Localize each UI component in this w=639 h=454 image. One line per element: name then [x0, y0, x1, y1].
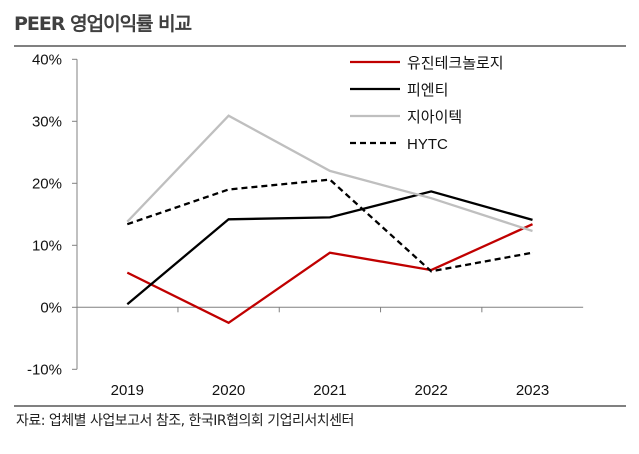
series-line-4: [126, 178, 533, 273]
y-tick-label: 40%: [32, 51, 62, 68]
series-line-3: [126, 114, 533, 233]
legend-label: HYTC: [407, 136, 448, 153]
source-note: 자료: 업체별 사업보고서 참조, 한국IR협의회 기업리서치센터: [16, 413, 354, 429]
legend-label: 유진테크놀로지: [407, 55, 504, 72]
legend-label: 지아이텍: [407, 109, 462, 126]
y-tick-label: 10%: [32, 237, 62, 254]
y-tick-label: -10%: [27, 361, 62, 378]
series-line-1: [126, 223, 533, 325]
x-tick-label: 2023: [516, 382, 549, 399]
x-tick-label: 2020: [212, 382, 245, 399]
top-rule: [14, 45, 626, 47]
y-tick-label: 30%: [32, 113, 62, 130]
bottom-rule: [14, 405, 626, 407]
chart-title: PEER 영업이익률 비교: [14, 13, 192, 35]
x-tick-label: 2021: [313, 382, 346, 399]
x-tick-label: 2019: [111, 382, 144, 399]
legend-label: 피엔티: [407, 82, 448, 99]
y-tick-label: 0%: [40, 299, 62, 316]
x-tick-label: 2022: [415, 382, 448, 399]
y-tick-label: 20%: [32, 175, 62, 192]
series-line-2: [126, 190, 533, 306]
